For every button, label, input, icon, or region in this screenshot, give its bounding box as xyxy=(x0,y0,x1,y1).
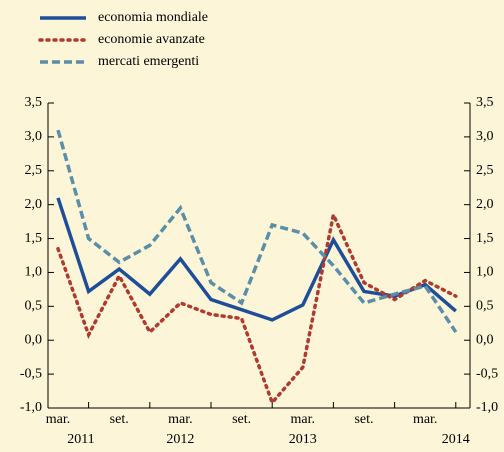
x-tick-label: mar. xyxy=(291,412,316,427)
y2-tick-label: 3,0 xyxy=(476,129,494,144)
plot-area xyxy=(47,103,471,409)
y-tick-label: -0,5 xyxy=(20,366,42,381)
x-year-label: 2012 xyxy=(166,432,194,447)
y-tick-label: 0,5 xyxy=(25,299,43,314)
y2-tick-label: 0,5 xyxy=(476,299,494,314)
y-tick-label: 1,0 xyxy=(25,265,43,280)
legend-label: mercati emergenti xyxy=(98,54,199,69)
x-year-label: 2011 xyxy=(67,432,94,447)
x-tick-label: set. xyxy=(110,412,129,427)
y2-tick-label: 2,5 xyxy=(476,163,494,178)
y-tick-label: 3,5 xyxy=(25,95,43,110)
y-tick-label: 2,5 xyxy=(25,163,43,178)
legend-label: economia mondiale xyxy=(98,10,208,25)
x-tick-label: set. xyxy=(232,412,251,427)
y-tick-label: 0,0 xyxy=(25,332,43,347)
legend-label: economie avanzate xyxy=(98,32,205,47)
y2-tick-label: 0,0 xyxy=(476,332,494,347)
x-tick-label: mar. xyxy=(168,412,193,427)
y-tick-label: 3,0 xyxy=(25,129,43,144)
x-tick-label: mar. xyxy=(413,412,438,427)
x-tick-label: set. xyxy=(354,412,373,427)
y2-tick-label: 2,0 xyxy=(476,197,494,212)
x-year-label: 2013 xyxy=(289,432,317,447)
series-line xyxy=(56,209,458,406)
y2-tick-label: 3,5 xyxy=(476,95,494,110)
y-tick-label: -1,0 xyxy=(20,400,42,415)
series-line xyxy=(56,129,458,334)
x-tick-label: mar. xyxy=(46,412,71,427)
y2-tick-label: -1,0 xyxy=(476,400,498,415)
x-year-label: 2014 xyxy=(442,432,470,447)
y2-tick-label: 1,0 xyxy=(476,265,494,280)
y2-tick-label: -0,5 xyxy=(476,366,498,381)
y-tick-label: 2,0 xyxy=(25,197,43,212)
y-tick-label: 1,5 xyxy=(25,231,43,246)
y2-tick-label: 1,5 xyxy=(476,231,494,246)
